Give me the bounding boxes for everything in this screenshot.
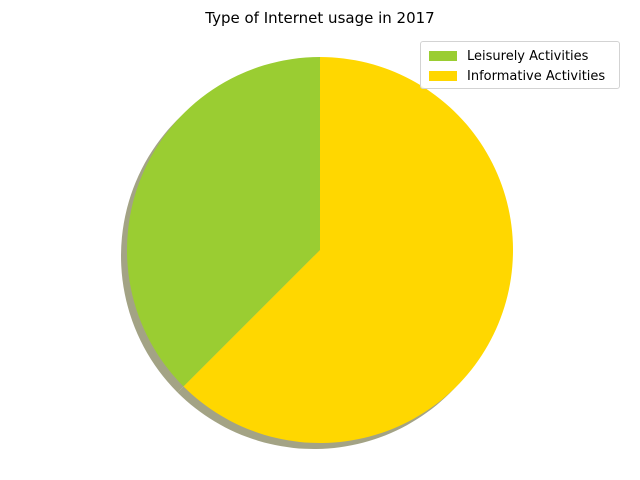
legend-item-informative: Informative Activities xyxy=(429,66,611,86)
pie-slice-leisurely xyxy=(127,57,321,387)
chart-title: Type of Internet usage in 2017 xyxy=(205,9,435,27)
pie-slice-informative xyxy=(183,56,514,443)
legend: Leisurely Activities Informative Activit… xyxy=(420,41,620,89)
legend-swatch-leisurely xyxy=(429,51,457,61)
pie-slice-layer xyxy=(127,56,514,443)
legend-label-informative: Informative Activities xyxy=(467,68,606,84)
legend-swatch-informative xyxy=(429,71,457,81)
legend-item-leisurely: Leisurely Activities xyxy=(429,46,611,66)
legend-label-leisurely: Leisurely Activities xyxy=(467,48,589,64)
